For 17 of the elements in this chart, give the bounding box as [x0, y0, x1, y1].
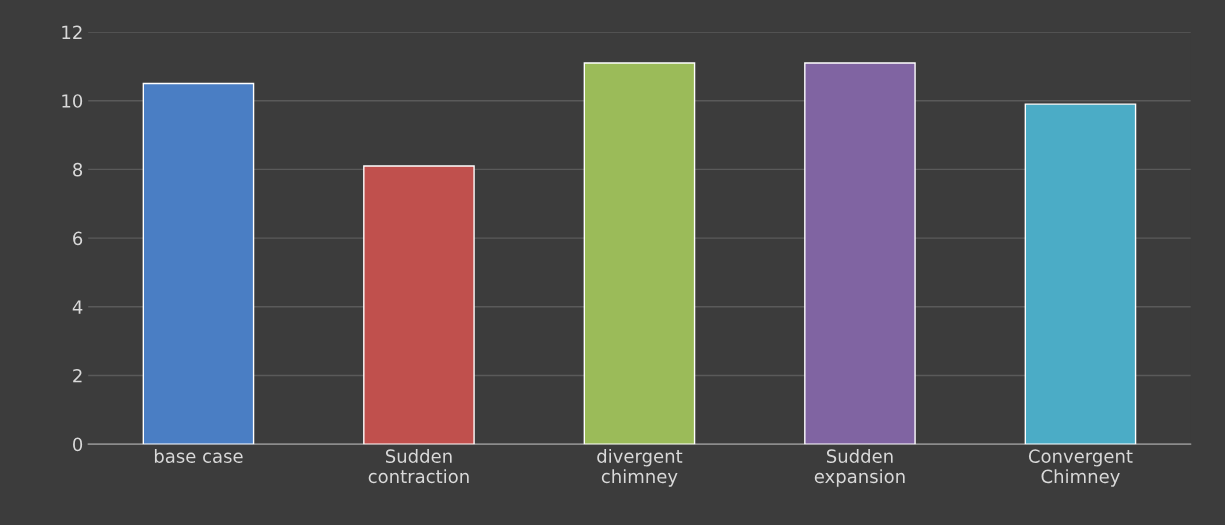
y-tick-label: 12: [62, 25, 82, 39]
y-tick-label: 6: [73, 231, 83, 246]
y-tick-label: 8: [73, 162, 83, 177]
x-tick-label: divergent chimney: [597, 449, 683, 487]
y-tick-label: 2: [73, 368, 82, 383]
y-tick-label: 10: [62, 94, 83, 108]
y-tick-label: 4: [72, 300, 83, 314]
bar: [363, 165, 475, 445]
y-tick-label: 0: [73, 437, 83, 452]
bar: [804, 62, 916, 445]
x-tick-label: Sudden contraction: [368, 449, 469, 484]
x-tick-label: Sudden expansion: [814, 449, 905, 487]
bar: [583, 62, 696, 445]
bar: [1024, 103, 1137, 445]
bar: [142, 82, 255, 445]
x-tick-label: base case: [154, 449, 243, 463]
x-tick-label: Convergent Chimney: [1028, 449, 1133, 487]
